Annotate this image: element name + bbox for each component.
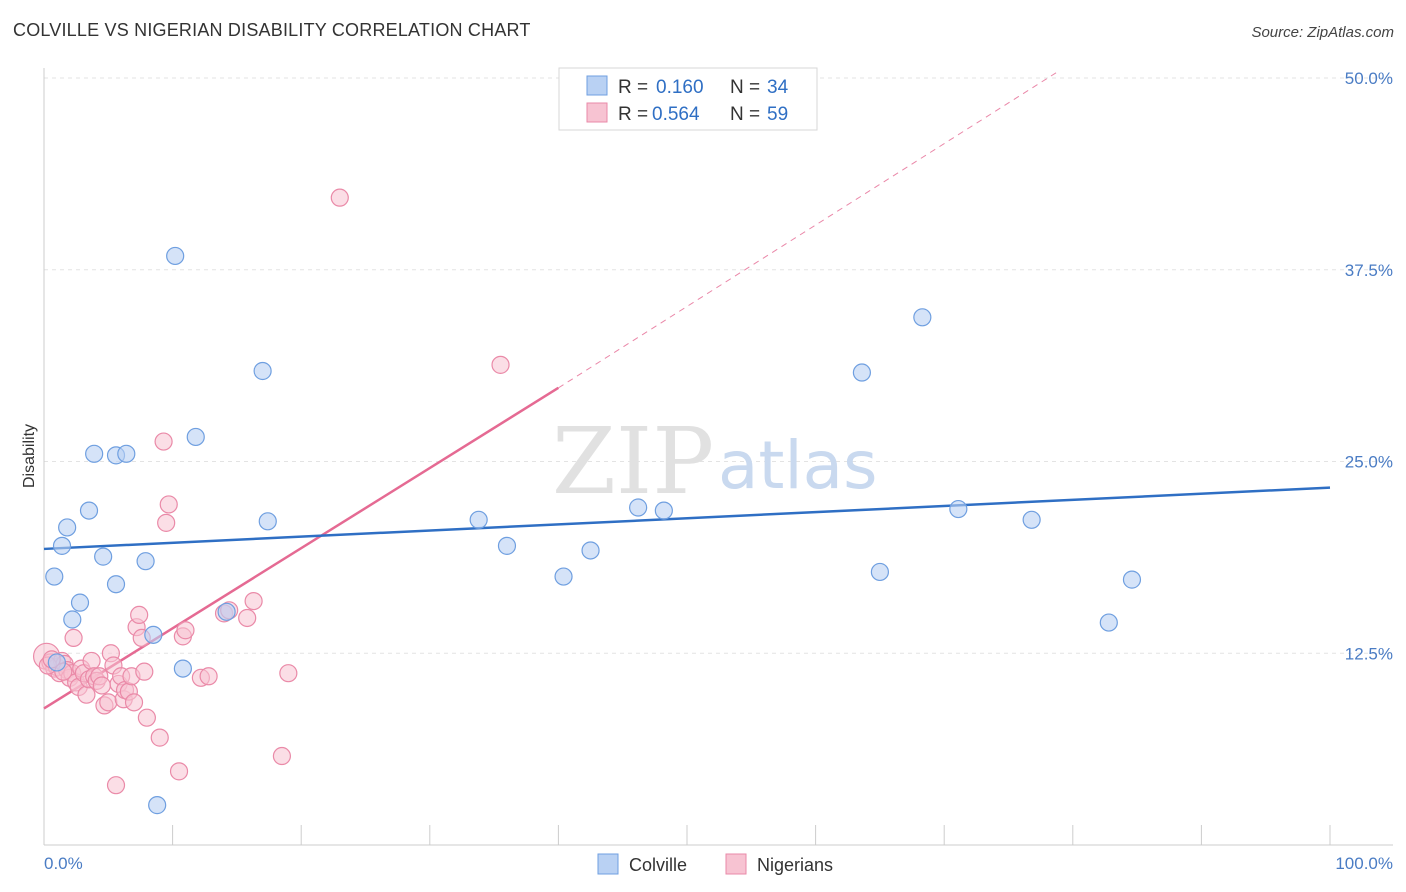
colville-point [45,567,64,586]
y-tick-label-0: 12.5% [1345,644,1393,663]
colville-point [58,518,77,537]
bottom-legend-label-nigerians: Nigerians [757,855,833,875]
colville-point [852,363,871,382]
colville-point [173,659,192,678]
colville-point [94,547,113,566]
legend-r-value-colville: 0.160 [656,77,704,98]
colville-point [497,536,517,555]
y-axis-title: Disability [21,424,38,488]
colville-point [217,602,236,621]
nigerians-points [32,188,510,795]
colville-point [870,562,890,582]
x-tick-label-1: 100.0% [1335,854,1393,873]
nigerians-point [330,188,349,207]
nigerians-point [135,662,154,681]
colville-point [654,501,673,520]
legend-swatch-nigerians [586,102,608,123]
nigerians-point [124,693,144,712]
colville-point [554,567,573,586]
colville-point [136,552,155,571]
colville-point [629,498,648,517]
nigerians-point [238,608,257,628]
bottom-legend-swatch-nigerians [725,853,747,875]
colville-trend-line [43,486,1331,551]
legend-n-value-colville: 34 [767,77,789,98]
nigerians-point [176,621,195,640]
colville-point [144,625,163,644]
nigerians-point [199,667,218,686]
colville-point [47,653,66,672]
colville-point [253,361,272,381]
nigerians-point [159,495,178,514]
y-tick-label-2: 37.5% [1345,261,1393,280]
y-tick-label-3: 50.0% [1345,69,1393,88]
nigerians-point [64,628,83,648]
colville-point [79,501,99,520]
nigerians-point [99,693,118,712]
colville-point [148,796,167,815]
nigerians-point [491,355,510,374]
nigerians-trend-line [43,386,560,710]
colville-point [258,512,277,531]
chart-title: COLVILLE VS NIGERIAN DISABILITY CORRELAT… [13,20,531,40]
colville-point [85,444,104,463]
bottom-legend: Colville Nigerians [597,853,833,875]
legend-n-label-colville: N = [730,77,760,98]
colville-point [1022,510,1041,529]
trend-lines [43,69,1331,710]
colville-point [581,541,600,560]
legend: R = 0.160 N = 34 R = 0.564 N = 59 [558,67,818,131]
watermark-zip: ZIP [552,408,714,515]
colville-point [1122,570,1142,589]
nigerians-point [106,776,126,795]
legend-r-value-nigerians: 0.564 [652,104,700,125]
y-tick-labels: 12.5% 25.0% 37.5% 50.0% [1345,69,1393,663]
colville-point [117,444,136,463]
nigerians-point [150,728,169,747]
nigerians-point [92,676,111,695]
x-tick-labels: 0.0% 100.0% [44,854,1393,873]
nigerians-point [154,432,173,451]
nigerians-point [279,664,298,683]
legend-r-label-nigerians: R = [618,104,648,125]
colville-point [63,610,82,629]
colville-point [186,427,205,447]
nigerians-point [130,605,149,625]
colville-point [469,510,488,529]
colville-point [70,593,90,612]
nigerians-point [244,591,263,611]
colville-point [106,575,126,594]
watermark: ZIP atlas [552,408,878,515]
watermark-atlas: atlas [718,427,878,504]
y-tick-label-1: 25.0% [1345,453,1393,472]
grid-lines [44,77,1393,654]
colville-point [913,308,932,327]
colville-points [45,246,1142,815]
colville-point [166,246,185,266]
source-credit: Source: ZipAtlas.com [1251,24,1394,41]
legend-n-value-nigerians: 59 [767,104,788,125]
legend-r-label-colville: R = [618,77,648,98]
x-tick-label-0: 0.0% [44,854,83,873]
bottom-legend-swatch-colville [597,853,619,875]
axes [43,68,1393,846]
colville-point [949,499,968,519]
nigerians-point [169,762,189,781]
nigerians-point [272,746,292,766]
nigerians-point [157,513,176,532]
nigerians-point [82,651,101,671]
bottom-legend-label-colville: Colville [629,855,687,875]
legend-n-label-nigerians: N = [730,104,760,125]
colville-point [1099,613,1118,632]
legend-swatch-colville [586,75,608,96]
nigerians-point [137,708,156,727]
colville-point [52,536,72,555]
